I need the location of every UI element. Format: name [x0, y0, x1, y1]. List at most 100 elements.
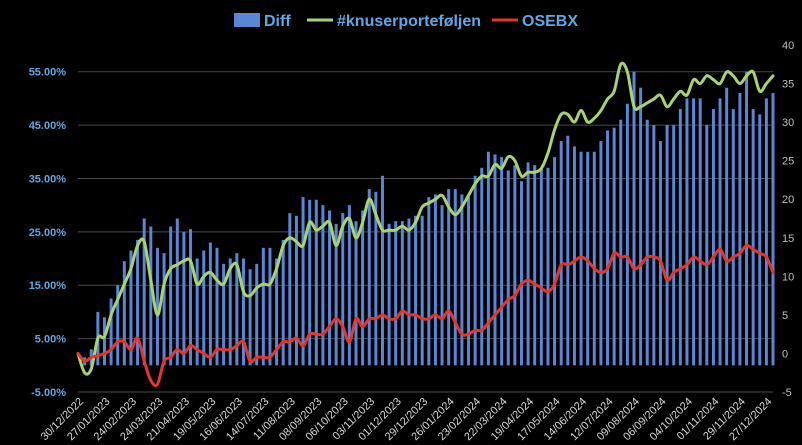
diff-bar: [116, 285, 120, 366]
left-axis-tick-label: 15.00%: [29, 280, 67, 292]
diff-bar: [162, 253, 166, 366]
diff-bar: [639, 87, 643, 366]
diff-bar: [275, 258, 279, 366]
diff-bar: [314, 199, 318, 366]
diff-bar: [764, 98, 768, 366]
diff-bar: [380, 175, 384, 366]
diff-bar: [387, 223, 391, 366]
diff-bar: [751, 109, 755, 366]
right-axis-tick-label: 10: [782, 271, 794, 283]
diff-bar: [407, 218, 411, 366]
diff-bar: [519, 181, 523, 366]
diff-bar: [175, 218, 179, 366]
diff-bar: [460, 194, 464, 366]
diff-bar: [334, 223, 338, 366]
diff-bar: [592, 151, 596, 366]
diff-bar: [645, 119, 649, 366]
left-axis-tick-label: 5.00%: [35, 334, 66, 346]
diff-bar: [215, 247, 219, 366]
grid-lines: [78, 71, 773, 393]
diff-bar: [361, 210, 365, 366]
diff-bar: [658, 141, 662, 366]
left-axis: -5.00% 5.00% 15.00% 25.00% 35.00% 45.00% 55.00…: [29, 67, 67, 399]
diff-bar: [606, 130, 610, 366]
diff-bar: [347, 205, 351, 366]
series-lines: [76, 61, 775, 388]
diff-bar: [294, 215, 298, 366]
diff-bar: [189, 229, 193, 366]
diff-bar: [480, 167, 484, 366]
diff-bar: [572, 146, 576, 366]
diff-bar: [281, 239, 285, 366]
diff-bar: [235, 253, 239, 366]
diff-bar: [182, 231, 186, 366]
diff-bars: [83, 71, 775, 366]
legend-entry-knuser: #knuserporteføljen: [307, 13, 481, 30]
diff-bar: [718, 98, 722, 366]
diff-bar: [433, 194, 437, 366]
diff-bar: [195, 258, 199, 366]
diff-bar: [149, 226, 153, 366]
diff-bar: [473, 175, 477, 366]
diff-bar: [738, 93, 742, 366]
diff-bar: [553, 157, 557, 366]
diff-bar: [248, 269, 252, 366]
diff-bar: [711, 109, 715, 366]
diff-bar: [632, 71, 636, 366]
diff-bar: [705, 125, 709, 366]
right-axis-tick-label: 0: [782, 348, 788, 360]
diff-bar: [500, 157, 504, 366]
diff-bar: [400, 221, 404, 366]
diff-bar: [745, 71, 749, 366]
diff-bar: [539, 167, 543, 366]
left-axis-tick-label: 25.00%: [29, 227, 67, 239]
right-axis-tick-label: 25: [782, 156, 794, 168]
right-axis: -5 0 5 10 15 20 25 30 35 40: [782, 40, 794, 399]
diff-bar: [202, 250, 206, 366]
diff-bar: [427, 197, 431, 366]
diff-bar: [771, 93, 775, 366]
diff-bar: [625, 103, 629, 366]
legend-entry-osebx: OSEBX: [492, 13, 578, 30]
diff-bar: [758, 114, 762, 366]
diff-bar: [261, 247, 265, 366]
diff-bar: [155, 247, 159, 366]
diff-bar: [122, 261, 126, 366]
diff-bar: [692, 98, 696, 366]
diff-bar: [619, 119, 623, 366]
diff-bar: [612, 127, 616, 366]
diff-bar: [678, 109, 682, 366]
diff-bar: [599, 141, 603, 366]
knuser-line: [76, 61, 775, 376]
diff-bar: [169, 226, 173, 366]
diff-bar: [420, 215, 424, 366]
legend-diff-swatch: [234, 13, 260, 27]
diff-bar: [493, 154, 497, 366]
legend-entry-diff: Diff: [234, 13, 291, 30]
diff-bar: [367, 189, 371, 366]
right-axis-tick-label: 15: [782, 233, 794, 245]
diff-bar: [698, 98, 702, 366]
right-axis-tick-label: 20: [782, 194, 794, 206]
diff-bar: [308, 199, 312, 366]
diff-bar: [102, 317, 106, 366]
diff-bar: [288, 213, 292, 366]
diff-bar: [566, 135, 570, 366]
diff-bar: [526, 162, 530, 366]
diff-bar: [672, 125, 676, 366]
right-axis-tick-label: -5: [782, 387, 792, 399]
diff-bar: [129, 250, 133, 366]
diff-bar: [208, 242, 212, 366]
diff-bar: [354, 221, 358, 366]
diff-bar: [533, 165, 537, 366]
diff-bar: [109, 298, 113, 366]
diff-bar: [467, 197, 471, 366]
right-axis-tick-label: 30: [782, 117, 794, 129]
left-axis-tick-label: 35.00%: [29, 173, 67, 185]
diff-bar: [665, 125, 669, 366]
diff-bar: [486, 151, 490, 366]
right-axis-tick-label: 35: [782, 79, 794, 91]
diff-bar: [440, 205, 444, 366]
